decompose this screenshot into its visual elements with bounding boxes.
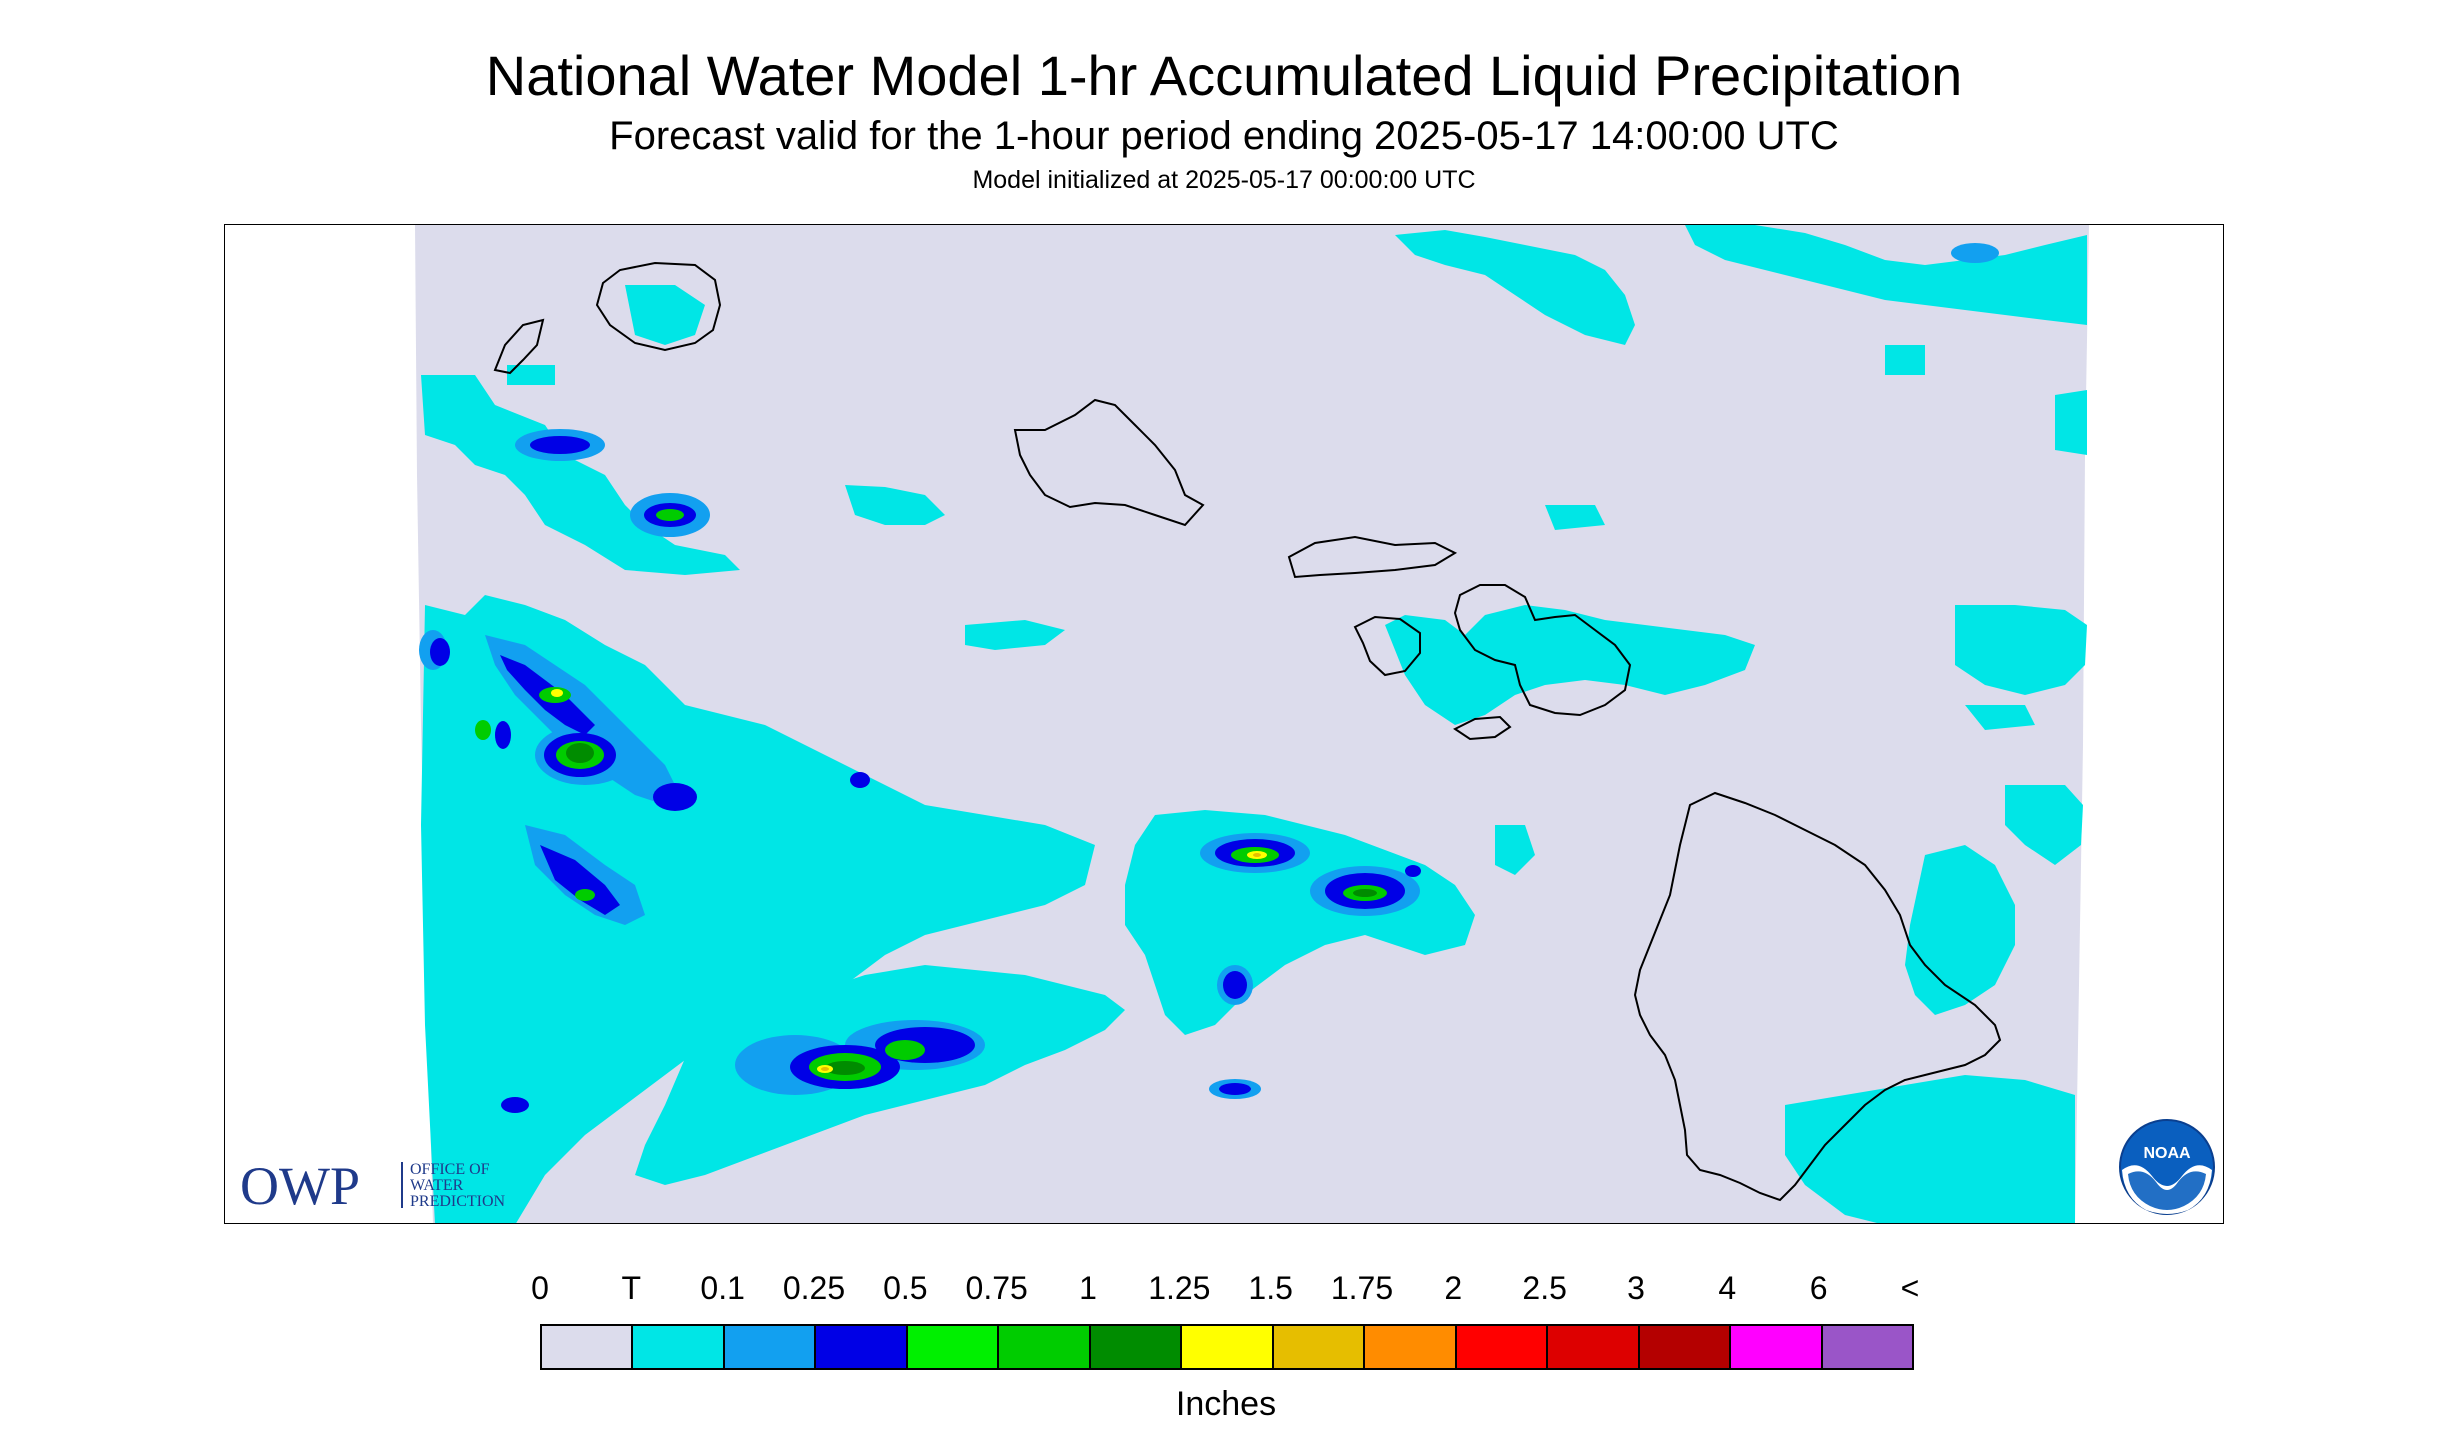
owp-logo: OWP OFFICE OF WATER PREDICTION xyxy=(240,1156,560,1216)
legend-swatch-6 xyxy=(1090,1326,1183,1368)
precip-trace-areas xyxy=(421,225,2087,1223)
island-maui xyxy=(1453,584,1632,717)
map-canvas xyxy=(415,225,2089,1223)
legend-swatch-8 xyxy=(1273,1326,1366,1368)
legend-swatch-3 xyxy=(816,1326,908,1368)
legend-swatch-10 xyxy=(1456,1326,1549,1368)
legend-swatch-9 xyxy=(1365,1326,1457,1368)
precip-1.5-areas xyxy=(821,853,1261,1071)
legend-label-3: 0.25 xyxy=(782,1270,846,1306)
legend-label-13: 4 xyxy=(1718,1270,1737,1306)
legend-swatch-0 xyxy=(542,1326,634,1368)
island-molokai xyxy=(1287,535,1458,579)
legend-swatch-13 xyxy=(1731,1326,1823,1368)
legend-label-4: 0.5 xyxy=(883,1270,928,1306)
precipitation-map xyxy=(224,224,2224,1224)
legend-label-7: 1.25 xyxy=(1148,1270,1211,1306)
legend-swatch-7 xyxy=(1182,1326,1274,1368)
owp-logo-line3: PREDICTION xyxy=(410,1193,506,1210)
legend-label-1: T xyxy=(621,1270,642,1306)
legend-colorbar xyxy=(540,1324,1914,1370)
owp-logo-line1: OFFICE OF xyxy=(410,1161,490,1178)
legend-swatch-2 xyxy=(724,1326,817,1368)
noaa-logo: NOAA xyxy=(2118,1118,2216,1216)
island-kauai xyxy=(595,261,722,352)
noaa-logo-mark: NOAA xyxy=(2143,1145,2191,1162)
legend-labels: 0 T 0.1 0.25 0.5 0.75 1 1.25 1.5 1.75 2 2.5 3 4 6 < xyxy=(531,1268,1919,1308)
legend-label-14: 6 xyxy=(1809,1270,1828,1306)
legend-label-15: < xyxy=(1900,1270,1920,1306)
legend-label-11: 2.5 xyxy=(1522,1270,1567,1306)
legend-label-8: 1.5 xyxy=(1248,1270,1293,1306)
legend-swatch-1 xyxy=(633,1326,725,1368)
model-init-text: Model initialized at 2025-05-17 00:00:00… xyxy=(972,166,1476,194)
island-kahoolawe xyxy=(1453,715,1512,741)
island-niihau xyxy=(493,318,545,375)
forecast-valid-subtitle: Forecast valid for the 1-hour period end… xyxy=(609,114,1839,158)
legend-label-9: 1.75 xyxy=(1330,1270,1394,1306)
legend-swatch-12 xyxy=(1639,1326,1732,1368)
island-hawaii xyxy=(1633,791,2002,1202)
legend-swatch-4 xyxy=(907,1326,1000,1368)
legend-label-12: 3 xyxy=(1627,1270,1645,1306)
legend-label-0: 0 xyxy=(531,1270,549,1306)
precip-legend: 0 T 0.1 0.25 0.5 0.75 1 1.25 1.5 1.75 2 2.5 3 4 6 < Inc… xyxy=(531,1268,1919,1428)
legend-units: Inches xyxy=(1175,1385,1277,1423)
owp-logo-line2: WATER xyxy=(410,1177,464,1194)
island-coastlines xyxy=(493,261,2002,1202)
owp-logo-mark: OWP xyxy=(240,1156,360,1212)
legend-label-6: 1 xyxy=(1079,1270,1097,1306)
map-title: National Water Model 1-hr Accumulated Li… xyxy=(485,44,1963,107)
legend-label-10: 2 xyxy=(1444,1270,1463,1306)
legend-swatch-14 xyxy=(1822,1326,1913,1368)
legend-swatch-11 xyxy=(1548,1326,1640,1368)
island-lanai xyxy=(1353,615,1421,677)
legend-swatch-5 xyxy=(999,1326,1091,1368)
island-oahu xyxy=(1013,398,1205,527)
precip-0.5-areas xyxy=(475,509,1387,1081)
legend-label-2: 0.1 xyxy=(700,1270,745,1306)
legend-label-5: 0.75 xyxy=(965,1270,1028,1306)
precip-1-areas xyxy=(566,743,1377,1075)
